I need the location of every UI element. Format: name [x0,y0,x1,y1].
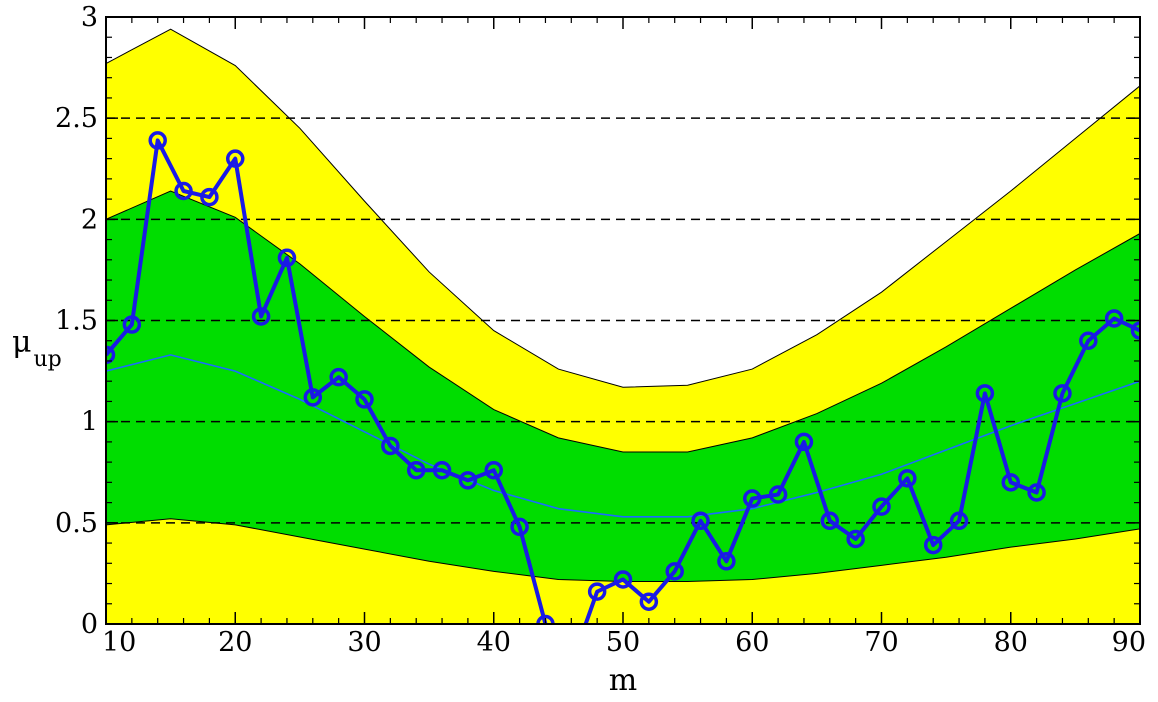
x-tick-label: 40 [477,627,511,658]
observed-point [355,390,374,409]
y-tick-label: 1.5 [55,306,98,337]
observed-point [1053,384,1072,403]
observed-point [510,517,529,537]
observed-point [794,432,814,452]
x-tick-label: 70 [864,627,898,658]
y-axis-title-sub: up [34,347,62,372]
x-tick-label: 50 [606,627,640,658]
observed-point [484,460,503,480]
y-axis-title: μup [12,325,62,372]
y-tick-label: 2 [81,204,98,235]
observed-point [148,131,167,150]
observed-point [251,307,271,326]
observed-layer [106,131,1140,624]
y-tick-label: 0.5 [55,508,98,539]
observed-point [303,388,323,407]
x-tick-label: 60 [735,627,769,658]
observed-point [691,511,710,531]
observed-point [1130,321,1140,340]
observed-point [639,592,659,611]
observed-point [743,489,762,508]
observed-point [432,460,452,480]
observed-point [923,535,943,555]
band-1sigma [106,191,1140,582]
observed-point [174,181,193,201]
observed-point [1079,331,1098,350]
x-tick-label: 80 [994,627,1028,658]
observed-point [458,471,478,490]
observed-point [406,460,426,480]
observed-point [381,436,400,456]
expected-median-line [106,354,1140,518]
observed-point [898,469,917,488]
band-1sigma-upper-edge [106,190,1140,453]
observed-point [536,614,555,624]
observed-point [975,384,995,403]
observed-point [200,187,219,207]
observed-point [665,562,684,581]
observed-point [846,529,865,549]
observed-point [613,570,633,589]
y-tick-label: 3 [81,2,98,33]
observed-point [1027,483,1046,502]
observed-point [768,485,788,504]
observed-point [122,315,142,334]
x-tick-label: 10 [102,627,136,658]
observed-point [872,497,891,516]
y-tick-label: 0 [81,609,98,640]
observed-point [1001,473,1020,492]
y-tick-label: 1 [81,407,98,438]
observed-point [329,367,348,387]
expected-layer [106,354,1140,518]
band-2sigma-upper-edge [106,28,1140,388]
observed-point [226,149,245,168]
bands-layer [106,28,1140,624]
observed-point [106,345,116,365]
observed-point [820,511,840,531]
ticks-layer: 10 20 30 40 50 60 70 80 90 0 0.5 1 1.5 2 2.5 3 [55,2,1146,658]
x-tick-label: 30 [347,627,381,658]
x-tick-label: 90 [1112,627,1146,658]
observed-line [106,138,1140,624]
x-tick-label: 20 [218,627,252,658]
y-axis-title-main: μ [12,325,32,360]
observed-point [277,248,297,268]
y-tick-label: 2.5 [55,103,98,134]
x-axis-title: m [609,663,637,698]
observed-point [1104,309,1124,328]
observed-point [949,511,969,531]
observed-point [587,582,607,601]
observed-point [717,552,736,571]
